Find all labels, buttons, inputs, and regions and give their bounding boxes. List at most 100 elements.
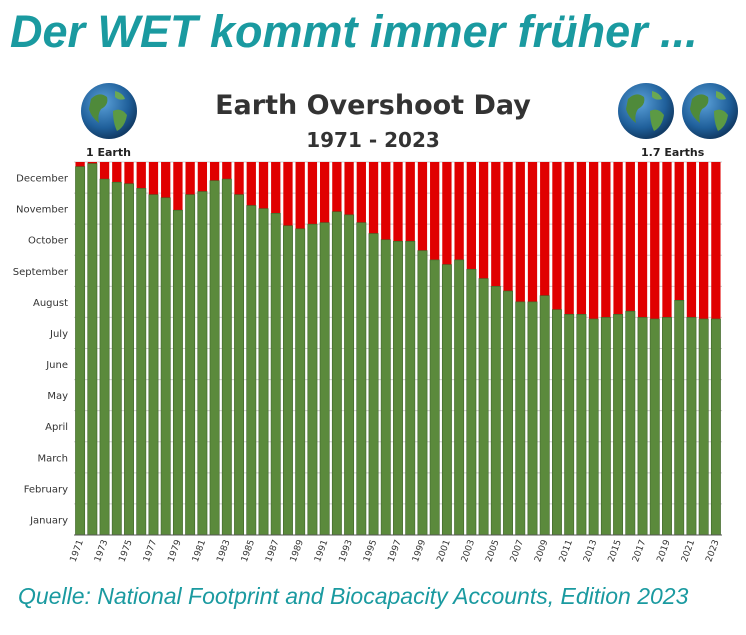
y-tick-label: January [29,515,68,526]
y-tick-label: October [28,236,69,247]
overshoot-bar-green [75,166,86,536]
y-tick-label: September [13,267,69,278]
x-tick-label: 1999 [411,538,428,563]
overshoot-bar-red [271,162,281,214]
overshoot-bar-red [686,162,697,318]
overshoot-bar-red [662,162,672,318]
overshoot-bar-green [221,178,232,536]
y-tick-label: August [33,298,68,309]
overshoot-bar-green [234,194,245,536]
x-tick-label: 2017 [631,539,648,564]
overshoot-bar-red [576,162,587,315]
overshoot-bar-green [539,295,550,536]
x-tick-label: 2011 [558,539,575,564]
overshoot-bar-red [368,162,379,234]
overshoot-bar-green [368,233,379,536]
overshoot-bar-green [429,259,440,536]
x-tick-label: 1973 [93,539,110,564]
overshoot-bar-green [393,240,403,536]
x-tick-label: 1987 [264,539,281,564]
overshoot-bar-green [576,314,587,536]
overshoot-bar-red [552,162,562,310]
overshoot-bar-red [319,162,330,223]
overshoot-bar-green [295,228,306,536]
x-tick-label: 2021 [680,539,697,564]
x-tick-label: 2009 [533,538,550,563]
overshoot-bar-red [173,162,183,211]
right-badge-label: 1.7 Earths [641,146,705,159]
overshoot-bar-green [270,212,281,536]
x-tick-label: 2023 [704,539,721,564]
overshoot-bar-red [393,162,403,242]
overshoot-bar-red [711,162,721,319]
x-tick-label: 2001 [435,539,452,564]
overshoot-bar-green [649,318,660,536]
chart-plot: January February March April May June July Augu… [13,161,722,564]
overshoot-bar-red [430,162,440,260]
overshoot-bar-red [650,162,660,319]
overshoot-bar-red [136,162,146,189]
x-tick-label: 1983 [215,539,232,564]
overshoot-bar-green [148,194,159,536]
overshoot-bar-green [344,214,355,536]
overshoot-bar-red [613,162,623,315]
overshoot-bar-red [87,162,97,164]
x-tick-label: 1995 [362,539,379,564]
overshoot-bar-red [625,162,635,312]
x-tick-label: 1981 [191,539,208,564]
overshoot-bar-green [258,208,269,536]
globe-icon-right-1 [618,83,674,139]
overshoot-bar-red [491,162,501,287]
overshoot-bar-red [75,162,85,167]
overshoot-bar-red [234,162,244,195]
x-tick-label: 2015 [607,539,624,564]
overshoot-bar-green [625,310,636,536]
x-tick-label: 2013 [582,539,599,564]
overshoot-bar-red [454,162,464,260]
x-tick-label: 1989 [289,538,306,563]
overshoot-bar-green [637,317,648,536]
overshoot-bar-green [111,181,122,536]
y-tick-label: July [49,329,68,340]
overshoot-bar-green [662,317,672,536]
y-tick-label: March [38,453,68,464]
overshoot-bar-green [405,240,416,536]
overshoot-bar-green [466,268,477,536]
x-tick-label: 1971 [69,539,86,564]
overshoot-bar-green [698,318,709,536]
overshoot-bar-red [527,162,538,302]
overshoot-bar-red [442,162,452,265]
overshoot-bar-green [454,259,465,536]
overshoot-bar-green [674,300,685,536]
overshoot-bar-green [490,286,501,536]
overshoot-bar-green [551,309,562,536]
overshoot-bar-green [87,163,98,536]
overshoot-bar-green [197,191,208,536]
overshoot-bar-green [564,314,575,536]
overshoot-bar-green [441,264,452,536]
y-tick-label: April [45,422,68,433]
overshoot-bar-red [356,162,366,223]
x-tick-label: 1979 [167,538,184,563]
overshoot-bar-red [283,162,293,226]
overshoot-bar-green [356,222,367,536]
overshoot-bar-green [185,194,196,536]
globe-icon-right-2 [682,83,738,139]
overshoot-bar-green [478,278,489,536]
overshoot-bar-red [515,162,525,302]
overshoot-bar-red [209,162,220,181]
overshoot-bar-red [540,162,550,296]
overshoot-bar-green [515,301,526,536]
overshoot-bar-red [381,162,391,240]
y-tick-label: February [24,484,68,495]
headline: Der WET kommt immer früher ... [10,6,698,57]
x-tick-label: 1975 [118,539,135,564]
overshoot-bar-green [136,188,147,536]
overshoot-bar-green [527,301,538,536]
overshoot-bar-red [478,162,489,279]
overshoot-bar-green [209,180,220,536]
overshoot-bar-red [466,162,477,270]
overshoot-bar-red [637,162,648,318]
y-tick-label: May [47,391,68,402]
globe-icon-left [81,83,137,139]
